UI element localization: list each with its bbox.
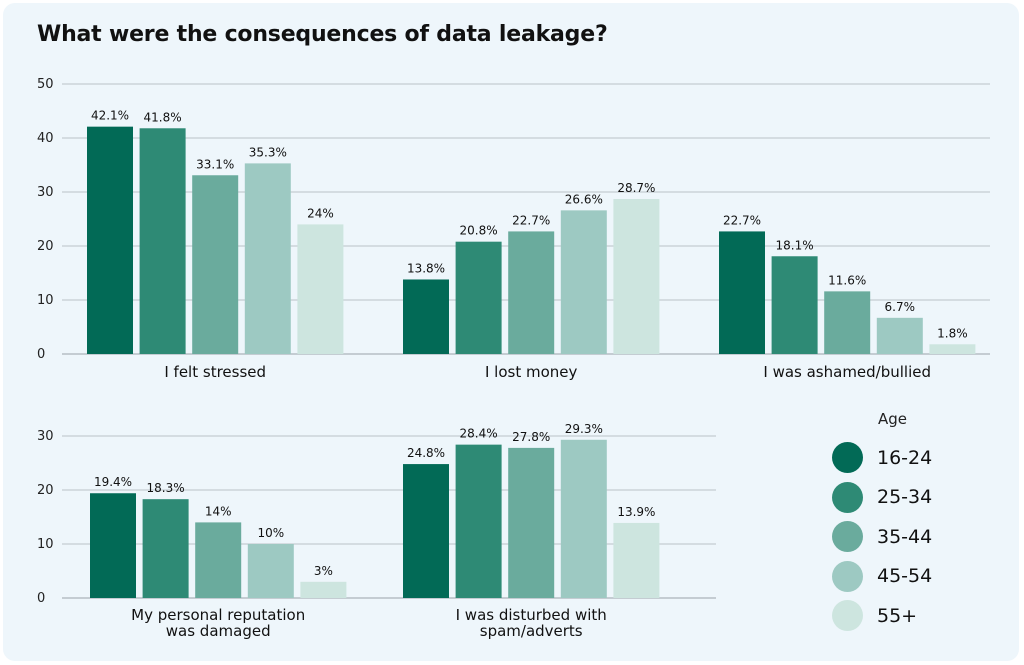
data-label: 18.3% [147,481,185,495]
legend-item: 45-54 [832,557,992,597]
data-label: 6.7% [885,300,916,314]
legend-item: 16-24 [832,438,992,478]
data-label: 14% [205,504,232,518]
bar [824,291,871,354]
bar [297,224,344,354]
data-label: 28.7% [617,181,655,195]
category-label: was damaged [166,622,271,640]
chart-title: What were the consequences of data leaka… [37,22,608,47]
data-label: 42.1% [91,109,129,123]
y-tick-label: 20 [37,239,54,254]
bar [508,447,555,598]
bar [87,126,133,354]
legend-swatch [832,521,863,553]
bar [90,493,136,598]
data-label: 29.3% [565,422,603,436]
y-tick-label: 30 [37,185,54,200]
data-label: 27.8% [512,430,550,444]
data-label: 22.7% [723,213,761,227]
bar [455,241,502,354]
legend-item: 35-44 [832,517,992,557]
legend-label: 25-34 [877,486,933,509]
category-label: I lost money [485,363,578,381]
bar [142,499,189,598]
data-label: 41.8% [144,110,182,124]
bar [719,231,765,354]
bar [300,581,347,598]
legend-label: 35-44 [877,525,933,548]
bar [247,544,294,598]
bar [613,199,660,354]
bar [508,231,555,354]
legend-title: Age [878,410,908,428]
legend-swatch [832,442,863,474]
y-tick-label: 40 [37,131,54,146]
data-label: 19.4% [94,475,132,489]
y-tick-label: 10 [37,537,54,552]
data-label: 35.3% [249,145,287,159]
data-label: 11.6% [828,273,866,287]
data-label: 1.8% [937,326,968,340]
category-label: I felt stressed [164,363,266,381]
data-label: 3% [314,564,333,578]
data-label: 33.1% [196,157,234,171]
y-tick-label: 0 [37,347,45,362]
legend: Age 16-24 25-34 35-44 45-54 55+ [832,410,992,636]
bar [455,444,502,598]
bar [403,279,449,354]
legend-label: 45-54 [877,565,933,588]
data-label: 13.9% [617,505,655,519]
data-label: 22.7% [512,213,550,227]
legend-label: 16-24 [877,446,933,469]
data-label: 20.8% [460,224,498,238]
bar [403,464,449,598]
bar [560,439,607,598]
y-tick-label: 10 [37,293,54,308]
bar [192,175,239,354]
bar [876,317,923,354]
legend-swatch [832,560,863,592]
y-tick-label: 20 [37,483,54,498]
y-tick-label: 0 [37,591,45,606]
category-label: I was ashamed/bullied [763,363,931,381]
bar [139,128,186,354]
data-label: 24.8% [407,446,445,460]
data-label: 13.8% [407,261,445,275]
bar [613,522,660,598]
legend-label: 55+ [877,604,918,627]
legend-item: 25-34 [832,478,992,518]
data-label: 18.1% [776,238,814,252]
legend-swatch [832,600,863,632]
bar [244,163,291,354]
category-label: spam/adverts [480,622,583,640]
data-label: 10% [257,526,284,540]
bar [929,344,976,354]
category-label: I was disturbed with [456,606,607,624]
data-label: 26.6% [565,192,603,206]
legend-swatch [832,481,863,513]
y-tick-label: 30 [37,429,54,444]
y-tick-label: 50 [37,77,54,92]
bar [195,522,242,598]
data-label: 28.4% [460,427,498,441]
legend-item: 55+ [832,596,992,636]
category-label: My personal reputation [131,606,305,624]
bar [560,210,607,354]
data-label: 24% [307,206,334,220]
bar [771,256,818,354]
